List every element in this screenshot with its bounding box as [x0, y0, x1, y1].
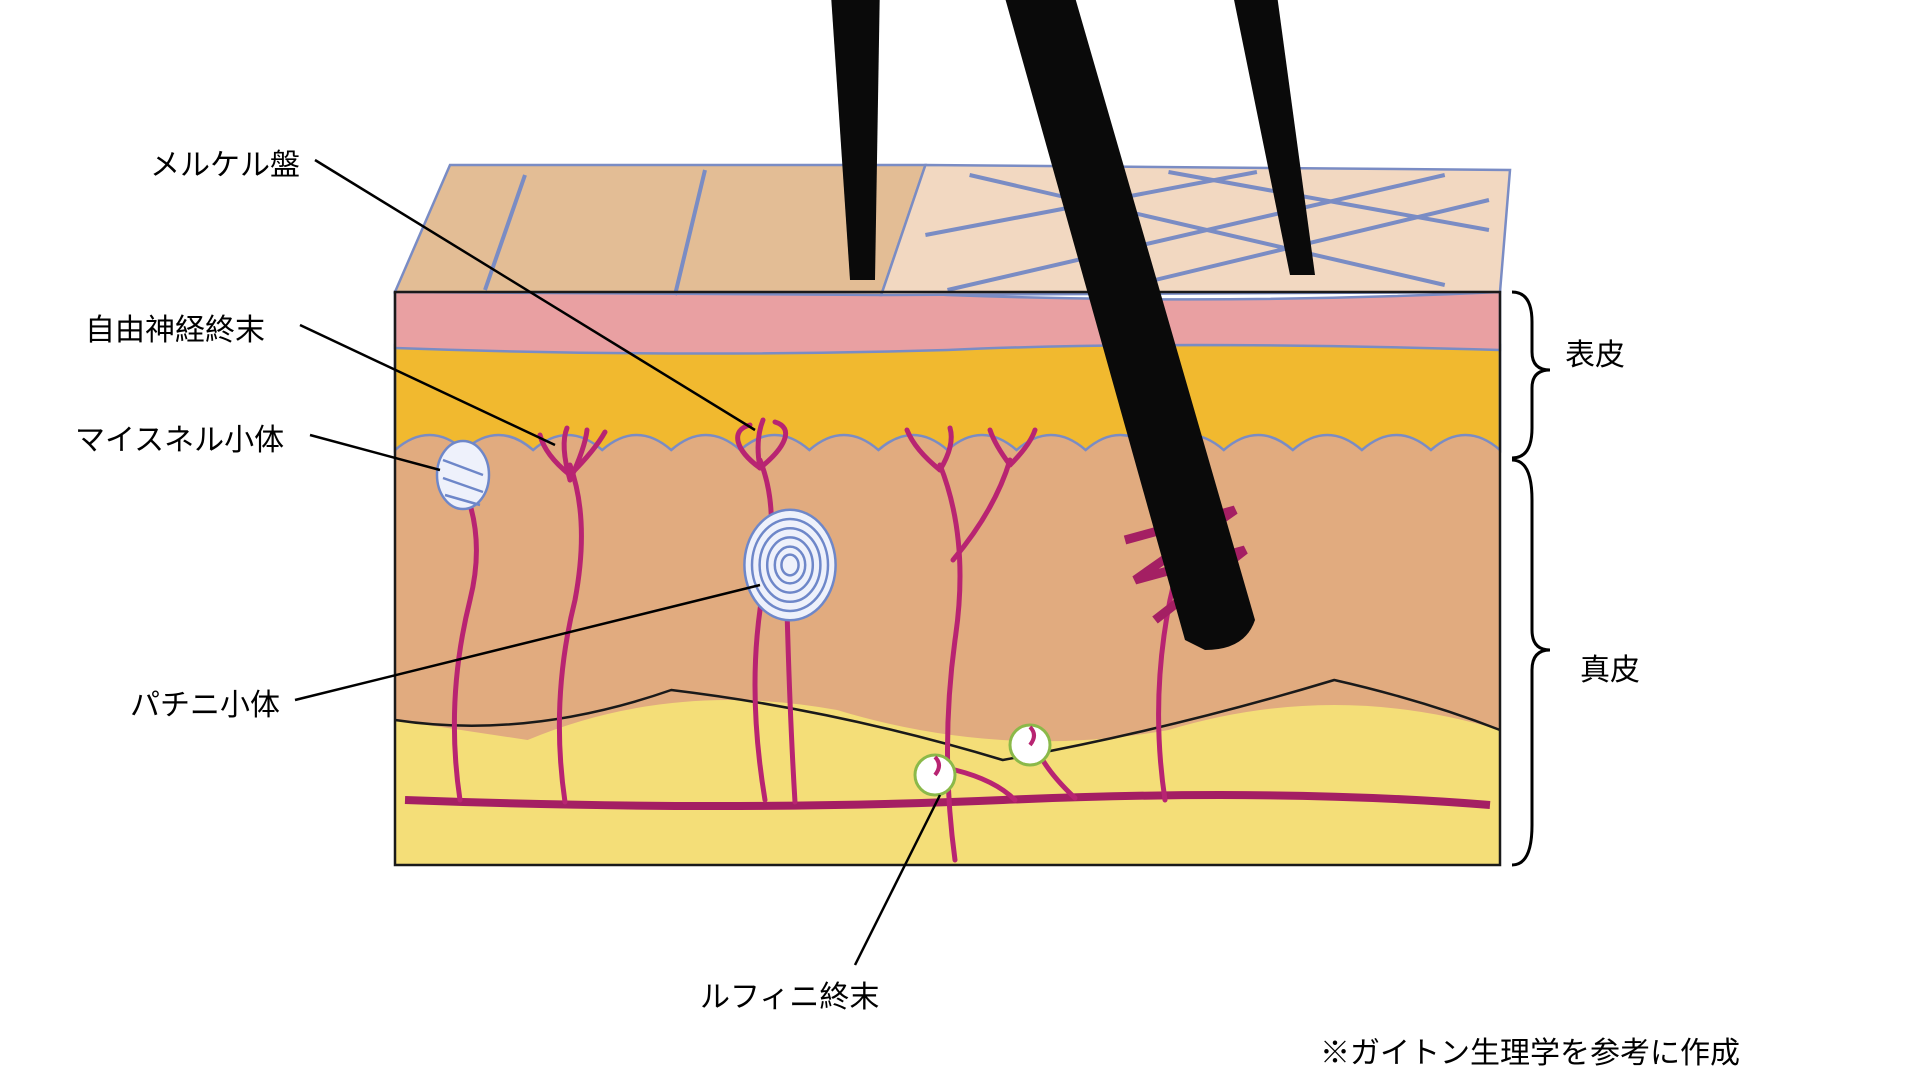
epidermis-label: 表皮 — [1565, 330, 1625, 374]
pacini-label: パチニ小体 — [130, 680, 280, 724]
credit-text: ※ガイトン生理学を参考に作成 — [1320, 1028, 1740, 1072]
dermis-label: 真皮 — [1580, 645, 1640, 689]
pink-layer — [395, 287, 1500, 354]
merkel-label: メルケル盤 — [150, 140, 300, 184]
yellow-layer — [395, 345, 1500, 450]
epidermis-bracket — [1512, 292, 1550, 458]
pacinian-corpuscle — [744, 510, 835, 620]
free-nerve-label: 自由神経終末 — [85, 305, 265, 349]
meissner-corpuscle — [437, 441, 489, 509]
ruffini-label: ルフィニ終末 — [700, 972, 879, 1016]
meissner-label: マイスネル小体 — [75, 415, 284, 459]
dermis-bracket — [1512, 460, 1550, 865]
